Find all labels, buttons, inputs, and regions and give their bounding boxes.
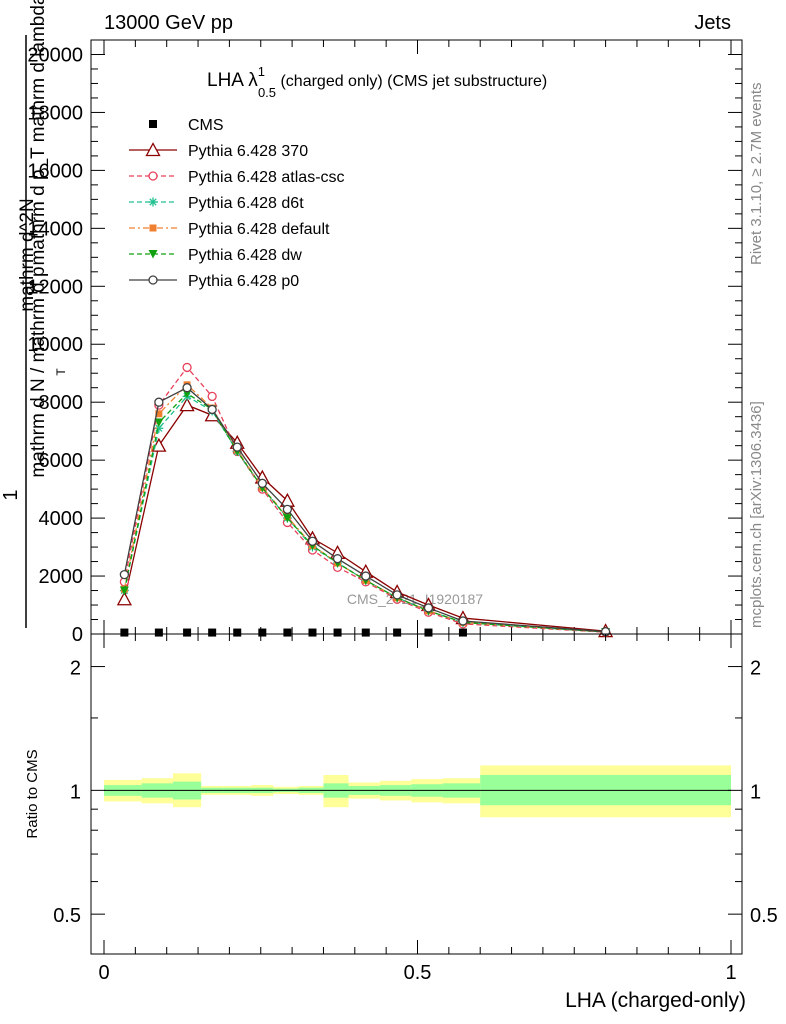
ratio-frame <box>90 633 743 955</box>
series-point <box>207 404 217 415</box>
series-point <box>119 569 130 580</box>
ratio-y-tick-label: 0.5 <box>53 905 81 927</box>
y-tick-label: 6000 <box>39 450 84 472</box>
x-axis-label: LHA (charged-only) <box>565 989 746 1012</box>
y-tick-label: 20000 <box>27 44 83 66</box>
ratio-y-axis-label: Ratio to CMS <box>24 749 41 838</box>
series-line <box>123 366 606 633</box>
legend-marker <box>149 224 157 232</box>
series-point <box>154 418 164 427</box>
cms-point <box>308 628 317 637</box>
series-point <box>179 397 195 412</box>
cms-point <box>333 628 342 637</box>
y-tick-label: 14000 <box>27 218 83 240</box>
legend-label: Pythia 6.428 dw <box>188 247 302 264</box>
ratio-y-tick-label: 2 <box>70 658 81 680</box>
title-superscript: 1 <box>258 64 265 79</box>
cms-point <box>424 628 433 637</box>
y-tick-label: 4000 <box>39 508 84 530</box>
y-tick-label: 8000 <box>39 392 84 414</box>
cms-point <box>208 628 217 637</box>
process-label: Jets <box>694 12 731 34</box>
legend-label: Pythia 6.428 d6t <box>188 195 304 212</box>
series-point <box>257 478 267 488</box>
title-subscript: 0.5 <box>258 85 276 100</box>
rivet-label: Rivet 3.1.10, ≥ 2.7M events <box>748 83 765 266</box>
y-axis-label: T <box>54 368 68 376</box>
cms-point <box>283 628 292 637</box>
y-tick-label: 12000 <box>27 276 83 298</box>
y-axis-label: mathrm d p_T mathrm d lambda <box>28 0 49 266</box>
mcplots-label: mcplots.cern.ch [arXiv:1306.3436] <box>748 401 765 628</box>
legend-marker <box>148 171 158 181</box>
ratio-y-tick-label: 1 <box>70 781 81 803</box>
y-axis-label: 1 <box>0 489 22 500</box>
cms-point <box>120 628 129 637</box>
y-tick-label: 10000 <box>27 334 83 356</box>
cms-point <box>458 628 467 637</box>
series-point <box>282 504 293 515</box>
legend-label: Pythia 6.428 p0 <box>188 273 299 290</box>
series-line <box>123 392 606 633</box>
cms-point <box>258 628 267 637</box>
x-tick-label: 1 <box>725 962 736 984</box>
ratio-y-tick-label-right: 2 <box>750 658 761 680</box>
y-axis-label: mathrm d^2N <box>17 198 38 311</box>
series-point <box>361 571 371 581</box>
x-tick-label: 0.5 <box>404 962 432 984</box>
series-point <box>282 514 292 523</box>
cms-point <box>233 628 242 637</box>
series-point <box>392 590 402 600</box>
legend-marker <box>148 250 158 259</box>
legend-marker <box>149 120 157 128</box>
plot-title: LHA λ1 0.5 (charged only) (CMS jet substr… <box>207 64 547 100</box>
cms-point <box>183 628 192 637</box>
ratio-y-tick-label-right: 0.5 <box>750 905 778 927</box>
x-tick-label: 0 <box>98 962 109 984</box>
series-point <box>232 442 242 452</box>
star-stroke <box>149 198 157 206</box>
legend-label: Pythia 6.428 370 <box>188 143 308 160</box>
series-point <box>154 397 164 407</box>
y-tick-label: 2000 <box>39 566 84 588</box>
legend-marker <box>148 275 158 285</box>
cms-point <box>154 628 163 637</box>
series-point <box>182 362 192 373</box>
legend-label: Pythia 6.428 default <box>188 221 330 238</box>
ratio-panel: 0.5 0.5 1 1 2 2 0 0.5 1 Ratio to CMS LHA (charged-… <box>24 633 778 1012</box>
main-panel: 0 2000 4000 6000 8000 10000 12000 14000 16000 180… <box>0 0 743 646</box>
series-point <box>207 391 217 402</box>
y-axis-label: mathrm d N / mathrm d p <box>28 266 49 477</box>
series-point <box>332 554 343 564</box>
cms-point <box>361 628 370 637</box>
series-point <box>155 410 163 418</box>
series-point <box>119 586 129 596</box>
y-tick-label: 0 <box>72 624 83 646</box>
legend-marker <box>145 142 161 157</box>
title-rest: (charged only) (CMS jet substructure) <box>276 73 547 90</box>
series-point <box>116 591 132 606</box>
series-point <box>458 616 468 626</box>
series-line <box>123 386 606 633</box>
cms-point <box>393 628 402 637</box>
series-point <box>307 536 318 546</box>
series-point <box>423 603 434 613</box>
legend-marker <box>148 197 158 207</box>
series-point <box>182 383 192 393</box>
y-tick-label: 18000 <box>27 102 83 124</box>
y-tick-label: 16000 <box>27 160 83 182</box>
legend-label: CMS <box>188 117 224 134</box>
energy-label: 13000 GeV pp <box>104 12 233 34</box>
ratio-y-tick-label-right: 1 <box>750 781 761 803</box>
legend-label: Pythia 6.428 atlas-csc <box>188 169 345 186</box>
